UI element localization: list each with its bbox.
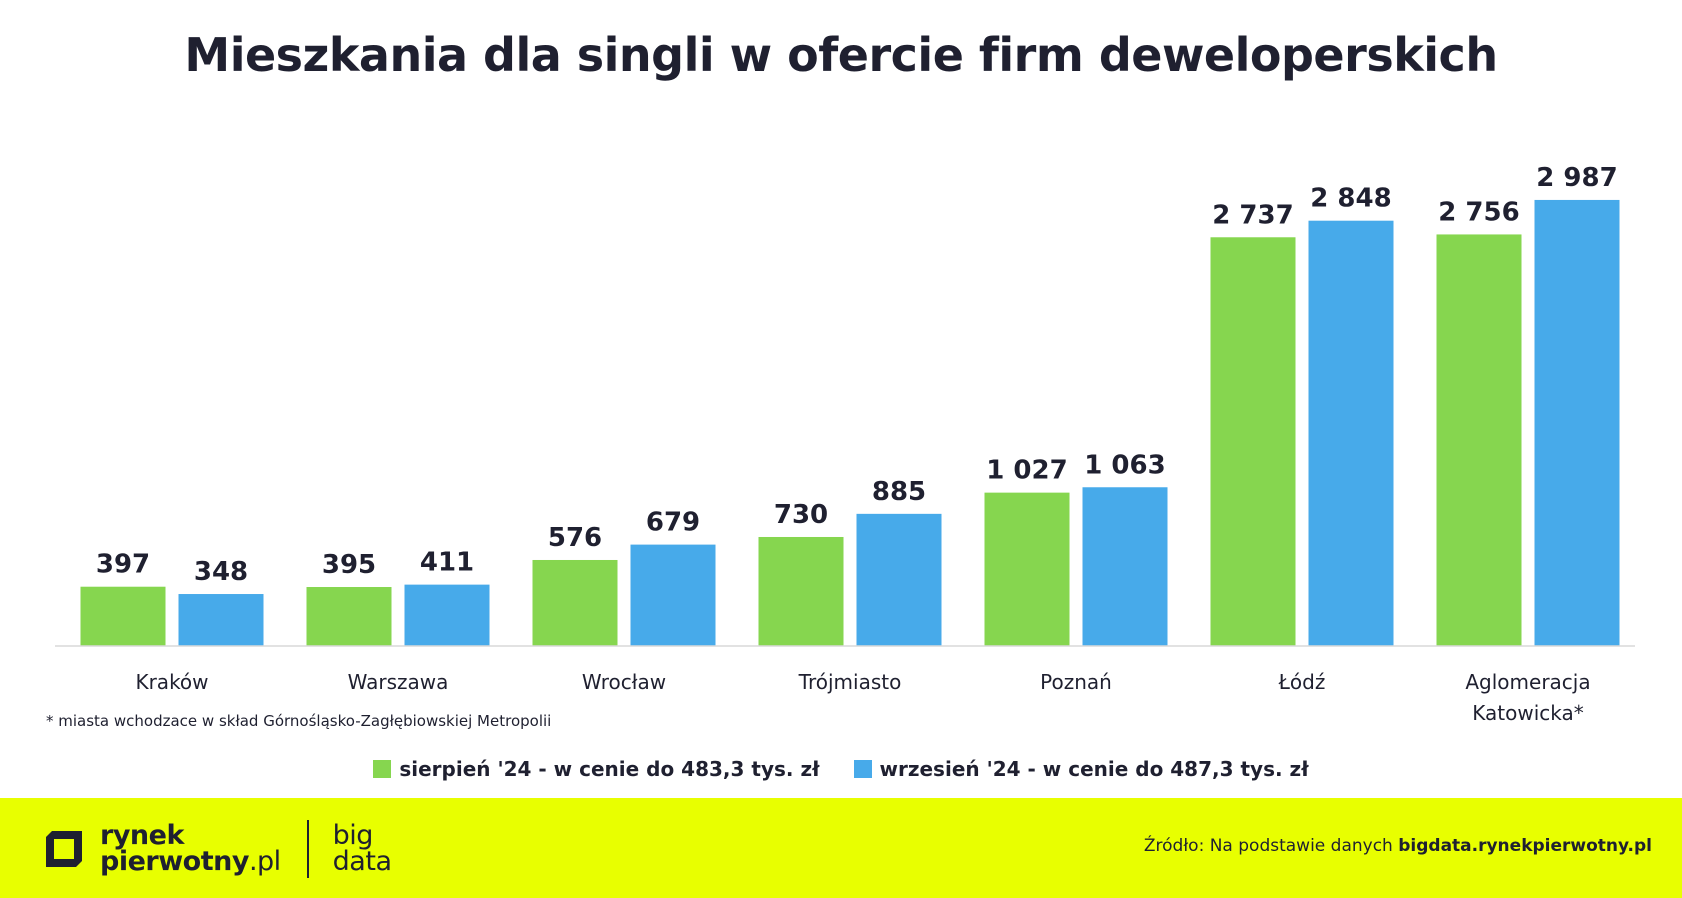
category-label-4: Poznań [1040, 670, 1112, 694]
logo-wordmark: rynek pierwotny.pl [100, 820, 281, 877]
logo-mark-icon [46, 831, 82, 867]
data-label-september-6: 2 987 [1536, 163, 1617, 193]
legend-swatch-september [853, 760, 872, 778]
legend-swatch-august [373, 760, 392, 778]
category-label-3: Trójmiasto [798, 670, 902, 694]
legend: sierpień '24 - w cenie do 483,3 tys. zł … [0, 757, 1682, 781]
bar-august-5 [1210, 237, 1296, 647]
bar-september-0 [178, 594, 264, 646]
data-label-august-2: 576 [548, 523, 602, 553]
chart-title: Mieszkania dla singli w ofercie firm dew… [184, 28, 1498, 82]
bar-august-2 [532, 559, 618, 646]
data-label-august-3: 730 [774, 500, 828, 530]
logo-suffix: .pl [248, 846, 281, 877]
data-label-september-1: 411 [420, 548, 474, 578]
data-label-september-2: 679 [646, 508, 700, 538]
bar-august-1 [306, 587, 392, 646]
data-label-august-4: 1 027 [986, 456, 1067, 486]
category-label-6: Aglomeracja [1465, 670, 1590, 694]
logo-line1: rynek [100, 820, 184, 851]
category-label-0: Kraków [135, 670, 208, 694]
data-label-august-6: 2 756 [1438, 197, 1519, 227]
data-label-september-3: 885 [872, 477, 926, 507]
logo-divider [306, 820, 309, 878]
bigdata-line2: data [332, 846, 392, 877]
category-label-2: Wrocław [582, 670, 666, 694]
data-label-august-5: 2 737 [1212, 200, 1293, 230]
data-label-august-0: 397 [96, 550, 150, 580]
bar-august-0 [80, 586, 166, 646]
bar-september-1 [404, 584, 490, 646]
bar-august-4 [984, 492, 1070, 646]
legend-item-september: wrzesień '24 - w cenie do 487,3 tys. zł [853, 757, 1309, 781]
bar-august-3 [758, 536, 844, 646]
category-label-6-line2: Katowicka* [1472, 701, 1584, 725]
data-label-august-1: 395 [322, 550, 376, 580]
bar-chart: 397 348 Kraków 395 411 Warszawa 576 679 Wrocław 7… [55, 163, 1635, 725]
bigdata-wordmark: big data [332, 820, 392, 877]
source-prefix: Źródło: Na podstawie danych [1143, 836, 1399, 856]
bar-september-4 [1082, 487, 1168, 646]
bar-september-6 [1534, 199, 1620, 646]
category-label-5: Łódź [1278, 670, 1326, 694]
bar-august-6 [1436, 234, 1522, 647]
data-label-september-5: 2 848 [1310, 184, 1391, 214]
logo-line2: pierwotny [100, 846, 249, 877]
bigdata-line1: big [332, 820, 374, 851]
legend-label-august: sierpień '24 - w cenie do 483,3 tys. zł [399, 757, 820, 781]
footer-band: rynek pierwotny.pl big data Źródło: Na p… [0, 798, 1682, 898]
source-link[interactable]: bigdata.rynekpierwotny.pl [1398, 836, 1652, 856]
source-note: Źródło: Na podstawie danych bigdata.ryne… [1144, 836, 1652, 856]
bar-september-3 [856, 513, 942, 646]
brand-logo[interactable]: rynek pierwotny.pl big data [42, 820, 392, 878]
legend-item-august: sierpień '24 - w cenie do 483,3 tys. zł [373, 757, 820, 781]
bar-september-5 [1308, 220, 1394, 646]
data-label-september-4: 1 063 [1084, 450, 1165, 480]
bar-september-2 [630, 544, 716, 646]
category-label-1: Warszawa [348, 670, 449, 694]
footnote: * miasta wchodzace w skład Górnośląsko-Z… [46, 712, 552, 730]
data-label-september-0: 348 [194, 557, 248, 587]
legend-label-september: wrzesień '24 - w cenie do 487,3 tys. zł [879, 757, 1309, 781]
